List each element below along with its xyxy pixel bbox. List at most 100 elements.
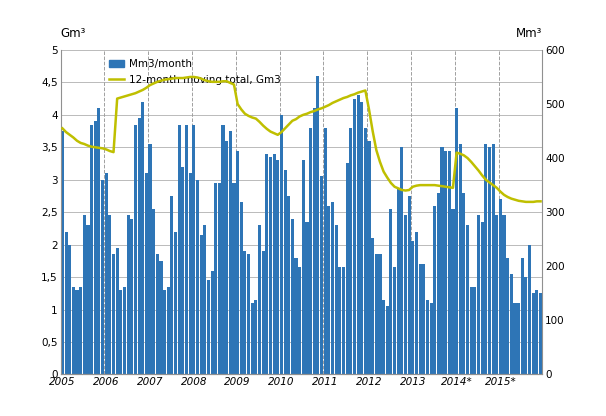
Bar (367, 141, 370, 374)
Bar (404, 215, 407, 374)
Bar (156, 254, 159, 374)
Bar (360, 102, 363, 374)
Bar (397, 189, 400, 374)
Bar (218, 183, 221, 374)
Bar (470, 287, 473, 374)
Bar (284, 170, 287, 374)
Bar (152, 209, 155, 374)
Bar (539, 293, 542, 374)
Bar (389, 209, 393, 374)
Bar (473, 287, 476, 374)
Bar (244, 251, 247, 374)
Bar (459, 144, 462, 374)
Bar (419, 264, 422, 374)
Bar (349, 128, 352, 374)
Bar (221, 124, 225, 374)
Bar (295, 258, 298, 374)
Bar (437, 193, 440, 374)
Bar (233, 183, 236, 374)
Bar (98, 108, 101, 374)
Bar (255, 300, 258, 374)
Bar (517, 303, 520, 374)
Bar (462, 193, 465, 374)
Bar (506, 258, 509, 374)
Bar (273, 154, 276, 374)
Bar (134, 124, 137, 374)
Bar (76, 290, 79, 374)
Bar (430, 303, 433, 374)
Bar (87, 225, 90, 374)
Bar (119, 290, 122, 374)
Bar (401, 147, 404, 374)
Bar (159, 261, 162, 374)
Bar (64, 232, 68, 374)
Bar (199, 235, 202, 374)
Bar (495, 215, 498, 374)
Bar (335, 225, 338, 374)
Bar (451, 209, 454, 374)
Bar (167, 287, 170, 374)
Bar (145, 173, 148, 374)
Bar (524, 277, 527, 374)
Bar (433, 206, 436, 374)
Bar (448, 151, 451, 374)
Bar (499, 199, 502, 374)
Bar (477, 215, 480, 374)
Bar (444, 151, 447, 374)
Bar (130, 219, 133, 374)
Bar (528, 245, 531, 374)
Bar (83, 215, 86, 374)
Bar (90, 124, 93, 374)
Bar (210, 270, 214, 374)
Bar (101, 180, 104, 374)
Bar (203, 225, 206, 374)
Bar (269, 157, 272, 374)
Bar (393, 267, 396, 374)
Bar (79, 287, 82, 374)
Bar (94, 121, 97, 374)
Bar (411, 241, 415, 374)
Bar (138, 118, 141, 374)
Bar (123, 287, 126, 374)
Bar (327, 206, 330, 374)
Bar (338, 267, 341, 374)
Bar (207, 280, 210, 374)
Bar (185, 124, 188, 374)
Bar (170, 196, 173, 374)
Bar (484, 144, 487, 374)
Bar (247, 254, 250, 374)
Bar (291, 219, 294, 374)
Bar (112, 254, 115, 374)
Bar (531, 293, 535, 374)
Bar (141, 102, 144, 374)
Bar (385, 306, 389, 374)
Bar (378, 254, 382, 374)
Text: Mm³: Mm³ (516, 27, 542, 40)
Bar (324, 128, 327, 374)
Bar (342, 267, 345, 374)
Bar (127, 215, 130, 374)
Bar (72, 287, 75, 374)
Bar (287, 196, 290, 374)
Bar (68, 245, 72, 374)
Bar (426, 300, 429, 374)
Bar (356, 95, 359, 374)
Legend: Mm3/month, 12-month moving total, Gm3: Mm3/month, 12-month moving total, Gm3 (104, 55, 285, 89)
Bar (408, 196, 411, 374)
Bar (488, 147, 491, 374)
Bar (305, 222, 308, 374)
Bar (502, 215, 505, 374)
Bar (116, 248, 119, 374)
Bar (298, 267, 301, 374)
Bar (163, 290, 166, 374)
Bar (188, 173, 191, 374)
Bar (265, 154, 268, 374)
Bar (382, 300, 385, 374)
Bar (513, 303, 516, 374)
Bar (415, 232, 418, 374)
Bar (258, 225, 261, 374)
Bar (316, 76, 319, 374)
Bar (214, 183, 218, 374)
Bar (364, 128, 367, 374)
Bar (331, 203, 334, 374)
